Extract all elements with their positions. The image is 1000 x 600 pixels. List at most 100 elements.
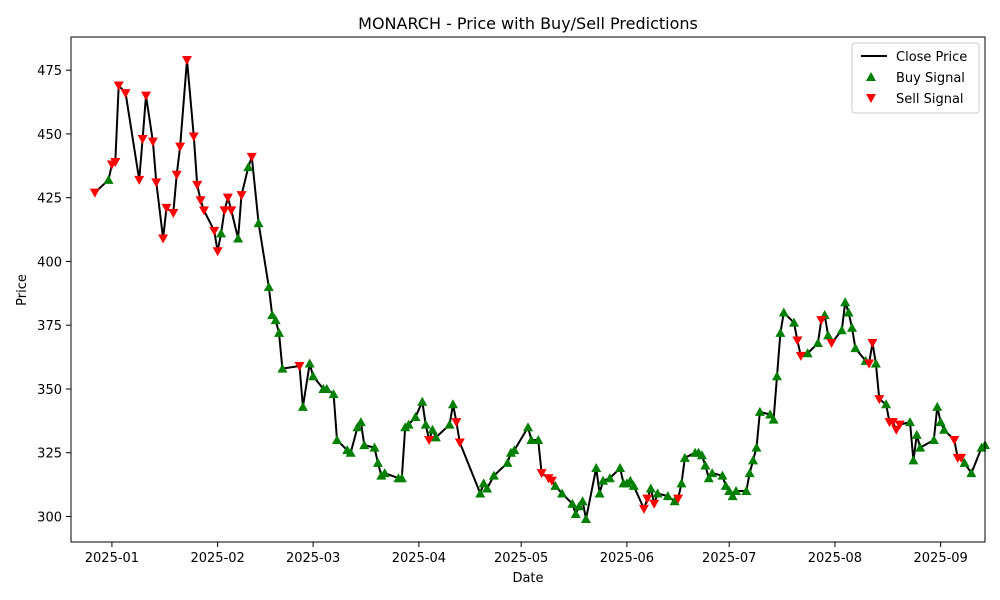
- legend-sell-marker: [866, 94, 876, 103]
- sell-signal-marker: [795, 351, 806, 361]
- buy-signal-marker: [216, 228, 227, 238]
- sell-signal-marker: [134, 175, 145, 185]
- buy-signal-marker: [550, 480, 561, 490]
- sell-signal-marker: [294, 362, 305, 372]
- legend-close-label: Close Price: [896, 50, 967, 65]
- buy-signal-marker: [881, 399, 892, 409]
- buy-signal-marker: [778, 307, 789, 317]
- x-tick-label: 2025-05: [494, 551, 548, 566]
- buy-signal-marker: [567, 498, 578, 508]
- buy-signal-marker: [574, 501, 585, 511]
- sell-signal-marker: [867, 339, 878, 349]
- legend-buy-marker: [866, 72, 876, 81]
- buy-signal-marker: [277, 363, 288, 373]
- sell-signal-marker: [175, 142, 186, 152]
- y-axis-label: Price: [15, 274, 30, 306]
- buy-signal-marker: [812, 338, 823, 348]
- sell-signal-marker: [147, 137, 158, 147]
- buy-signal-marker: [846, 322, 857, 332]
- buy-signal-marker: [270, 315, 281, 325]
- buy-signal-marker: [840, 297, 851, 307]
- x-tick-label: 2025-09: [914, 551, 968, 566]
- sell-signal-marker: [110, 157, 121, 167]
- x-tick-label: 2025-04: [392, 551, 446, 566]
- legend-buy-label: Buy Signal: [896, 71, 965, 86]
- legend: Close Price Buy Signal Sell Signal: [851, 42, 980, 114]
- y-axis: 300 325 350 375 400 425 450 475: [37, 64, 71, 525]
- series-layer: [89, 55, 990, 524]
- y-tick-label: 325: [37, 447, 62, 462]
- x-tick-label: 2025-03: [286, 551, 340, 566]
- buy-signal-marker: [482, 483, 493, 493]
- y-tick-label: 400: [37, 255, 62, 270]
- buy-signal-marker: [420, 419, 431, 429]
- buy-signal-marker: [233, 233, 244, 243]
- buy-signal-marker: [410, 412, 421, 422]
- sell-signal-marker: [141, 91, 152, 101]
- buy-signal-marker: [604, 473, 615, 483]
- buy-signal-marker: [297, 401, 308, 411]
- buy-signal-marker: [679, 452, 690, 462]
- y-tick-label: 450: [37, 128, 62, 143]
- buy-signal-marker: [645, 483, 656, 493]
- sell-signal-marker: [546, 476, 557, 486]
- buy-signal-marker: [928, 434, 939, 444]
- buy-signal-marker: [707, 468, 718, 478]
- buy-signal-marker: [427, 424, 438, 434]
- buy-signal-marker: [447, 399, 458, 409]
- buy-signal-marker: [417, 396, 428, 406]
- buy-signal-marker: [369, 442, 380, 452]
- buy-signal-marker: [700, 460, 711, 470]
- buy-signal-marker: [243, 162, 254, 172]
- buy-signal-marker: [802, 348, 813, 358]
- buy-signal-marker: [789, 317, 800, 327]
- sell-signal-marker: [137, 135, 148, 145]
- sell-signal-marker: [864, 359, 875, 369]
- sell-signal-marker: [894, 420, 905, 430]
- buy-signal-marker: [966, 468, 977, 478]
- buy-signal-marker: [591, 463, 602, 473]
- sell-signal-marker: [246, 152, 257, 162]
- x-axis-label: Date: [512, 571, 543, 586]
- buy-signal-marker: [352, 422, 363, 432]
- x-axis: 2025-01 2025-02 2025-03 2025-04 2025-05 2025-…: [85, 542, 968, 566]
- buy-signal-marker: [430, 432, 441, 442]
- buy-signal-marker: [332, 434, 343, 444]
- buy-signal-marker: [345, 447, 356, 457]
- sell-signal-marker: [209, 226, 220, 236]
- buy-signal-marker: [594, 488, 605, 498]
- buy-signal-marker: [557, 488, 568, 498]
- sell-signal-marker: [226, 206, 237, 216]
- sell-signal-marker: [887, 418, 898, 428]
- sell-signal-marker: [89, 188, 100, 198]
- buy-signal-marker: [570, 508, 581, 518]
- buy-signal-marker: [751, 442, 762, 452]
- sell-signal-marker: [188, 132, 199, 142]
- buy-signal-marker: [870, 358, 881, 368]
- buy-signal-marker: [502, 457, 513, 467]
- sell-signal-marker: [949, 435, 960, 445]
- sell-signal-marker: [792, 336, 803, 346]
- buy-signal-marker: [263, 281, 274, 291]
- sell-signal-marker: [451, 418, 462, 428]
- sell-signal-marker: [192, 180, 203, 190]
- buy-signal-marker: [321, 383, 332, 393]
- buy-signal-marker: [727, 491, 738, 501]
- buy-signal-marker: [304, 358, 315, 368]
- sell-signal-marker: [638, 504, 649, 514]
- buy-signal-marker: [533, 434, 544, 444]
- buy-signal-marker: [754, 406, 765, 416]
- buy-signal-marker: [669, 496, 680, 506]
- buy-signal-marker: [662, 491, 673, 501]
- sell-signal-marker: [199, 206, 210, 216]
- buy-signal-marker: [676, 478, 687, 488]
- buy-signal-marker: [488, 470, 499, 480]
- sell-signal-marker: [168, 208, 179, 218]
- buy-signal-marker: [836, 325, 847, 335]
- buy-signal-marker: [577, 496, 588, 506]
- sell-signal-marker: [181, 55, 192, 65]
- plot-area: 2025-01 2025-02 2025-03 2025-04 2025-05 2025-…: [37, 36, 990, 566]
- sell-signal-marker: [956, 453, 967, 463]
- sell-signal-marker: [151, 178, 162, 188]
